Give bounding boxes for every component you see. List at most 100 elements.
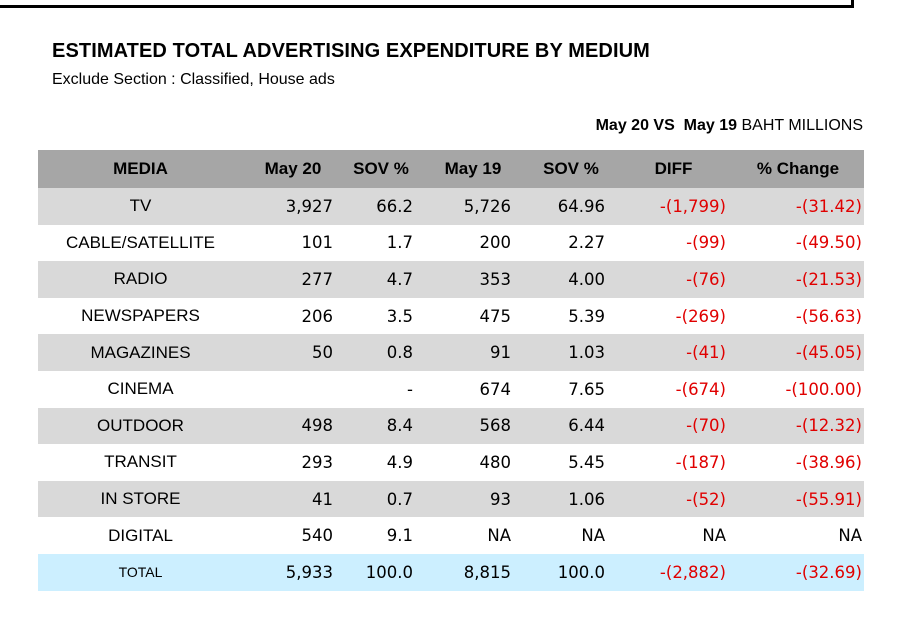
table-row: RADIO 277 4.7 353 4.00 -(76) -(21.53) [38, 261, 864, 298]
cell-diff: -(1,799) [615, 188, 732, 225]
cell-sov-may19: 1.06 [527, 480, 615, 518]
cell-may19-value: 353 [419, 261, 527, 298]
cell-may20-value [243, 371, 343, 408]
cell-may19-value: 200 [479, 233, 512, 253]
cell-sov-may19: 64.96 [527, 188, 615, 225]
cell-diff: -(2,882) [615, 553, 732, 591]
cell-pct-change: -(38.96) [795, 452, 862, 472]
cell-sov-may19: NA [581, 526, 605, 546]
cell-pct-change: -(49.50) [795, 233, 862, 253]
cell-may19-value: NA [487, 526, 511, 546]
cell-sov-may19: 100.0 [527, 553, 615, 591]
cell-may19-value: 480 [479, 452, 512, 472]
table-row: IN STORE 41 0.7 93 1.06 -(52) -(55.91) [38, 480, 864, 518]
cell-sov-may20: 1.7 [386, 233, 413, 253]
cell-may20-value: 206 [301, 306, 334, 326]
cell-media: MAGAZINES [38, 334, 243, 371]
cell-diff: -(76) [615, 261, 732, 298]
cell-sov-may19: 5.45 [568, 452, 605, 472]
cell-diff: -(99) [686, 233, 726, 253]
cell-may19-value: 93 [419, 480, 527, 518]
header-may19: May 19 [419, 150, 527, 188]
cell-may20-value: 101 [301, 233, 334, 253]
cell-sov-may19: 4.00 [527, 261, 615, 298]
table-row: MAGAZINES 50 0.8 91 1.03 -(41) -(45.05) [38, 334, 864, 371]
period-vs: VS [653, 117, 675, 134]
unit-label: BAHT MILLIONS [741, 117, 863, 134]
report-title: ESTIMATED TOTAL ADVERTISING EXPENDITURE … [52, 40, 650, 62]
cell-pct-change: -(21.53) [732, 261, 864, 298]
cell-may20-value: 540 [301, 526, 334, 546]
cell-may19-value: 5,726 [419, 188, 527, 225]
cell-pct-change: -(56.63) [795, 306, 862, 326]
cell-media: NEWSPAPERS [81, 306, 200, 326]
cell-pct-change: -(31.42) [732, 188, 864, 225]
table-header-row: MEDIA May 20 SOV % May 19 SOV % DIFF % C… [38, 150, 864, 188]
cell-diff: -(70) [615, 407, 732, 445]
header-pct-change: % Change [732, 150, 864, 188]
cell-sov-may19: 1.03 [527, 334, 615, 371]
cell-sov-may20: 8.4 [343, 407, 419, 445]
cell-may20-value: 498 [243, 407, 343, 445]
cell-pct-change: NA [838, 526, 862, 546]
cell-sov-may20: 4.7 [343, 261, 419, 298]
cell-may20-value: 3,927 [243, 188, 343, 225]
cell-may20-value: 50 [243, 334, 343, 371]
cell-diff: -(269) [675, 306, 726, 326]
table-row: TV 3,927 66.2 5,726 64.96 -(1,799) -(31.42) [38, 188, 864, 225]
cell-media: OUTDOOR [38, 407, 243, 445]
cell-may20-value: 277 [243, 261, 343, 298]
header-sov-may20: SOV % [343, 150, 419, 188]
cell-pct-change: -(32.69) [732, 553, 864, 591]
cell-may19-value: 475 [479, 306, 512, 326]
cell-sov-may19: 7.65 [568, 379, 605, 399]
cell-may20-value: 5,933 [243, 553, 343, 591]
table-row: DIGITAL 540 9.1 NA NA NA NA [38, 517, 864, 554]
cell-media: IN STORE [38, 480, 243, 518]
cell-media: RADIO [38, 261, 243, 298]
cell-pct-change: -(100.00) [785, 379, 862, 399]
cell-pct-change: -(45.05) [732, 334, 864, 371]
cell-may20-value: 293 [301, 452, 334, 472]
report-subtitle: Exclude Section : Classified, House ads [52, 71, 335, 88]
cell-pct-change: -(12.32) [732, 407, 864, 445]
header-diff: DIFF [615, 150, 732, 188]
cell-sov-may20: 9.1 [386, 526, 413, 546]
period-caption: May 20 VS May 19 BAHT MILLIONS [596, 117, 863, 135]
cell-sov-may20: - [407, 379, 413, 399]
cell-diff: -(41) [615, 334, 732, 371]
cell-diff: -(52) [615, 480, 732, 518]
cell-diff: -(674) [675, 379, 726, 399]
cell-may19-value: 91 [419, 334, 527, 371]
expenditure-table: MEDIA May 20 SOV % May 19 SOV % DIFF % C… [38, 150, 864, 591]
cell-media: CABLE/SATELLITE [66, 232, 215, 252]
top-frame-border [0, 0, 854, 8]
cell-media: TV [38, 188, 243, 225]
cell-sov-may20: 0.8 [343, 334, 419, 371]
total-row: TOTAL 5,933 100.0 8,815 100.0 -(2,882) -(32.69… [38, 553, 864, 591]
table-row: CINEMA - 674 7.65 -(674) -(100.00) [38, 371, 864, 408]
cell-sov-may20: 3.5 [386, 306, 413, 326]
cell-sov-may20: 0.7 [343, 480, 419, 518]
cell-sov-may20: 66.2 [343, 188, 419, 225]
cell-sov-may19: 5.39 [568, 306, 605, 326]
table-body: TV 3,927 66.2 5,726 64.96 -(1,799) -(31.42) CAB… [38, 188, 864, 591]
cell-sov-may20: 100.0 [343, 553, 419, 591]
cell-may20-value: 41 [243, 480, 343, 518]
cell-pct-change: -(55.91) [732, 480, 864, 518]
table-row: CABLE/SATELLITE 101 1.7 200 2.27 -(99) -(49.50… [38, 225, 864, 262]
header-media: MEDIA [38, 150, 243, 188]
cell-sov-may20: 4.9 [386, 452, 413, 472]
cell-may19-value: 568 [419, 407, 527, 445]
cell-sov-may19: 6.44 [527, 407, 615, 445]
cell-diff: NA [702, 526, 726, 546]
cell-media: DIGITAL [108, 525, 173, 545]
cell-media: CINEMA [107, 379, 174, 399]
header-may20: May 20 [243, 150, 343, 188]
cell-media: TOTAL [38, 553, 243, 591]
header-sov-may19: SOV % [527, 150, 615, 188]
table-row: TRANSIT 293 4.9 480 5.45 -(187) -(38.96) [38, 444, 864, 481]
table-row: OUTDOOR 498 8.4 568 6.44 -(70) -(12.32) [38, 407, 864, 445]
period-previous: May 19 [683, 117, 738, 134]
cell-media: TRANSIT [104, 452, 177, 472]
